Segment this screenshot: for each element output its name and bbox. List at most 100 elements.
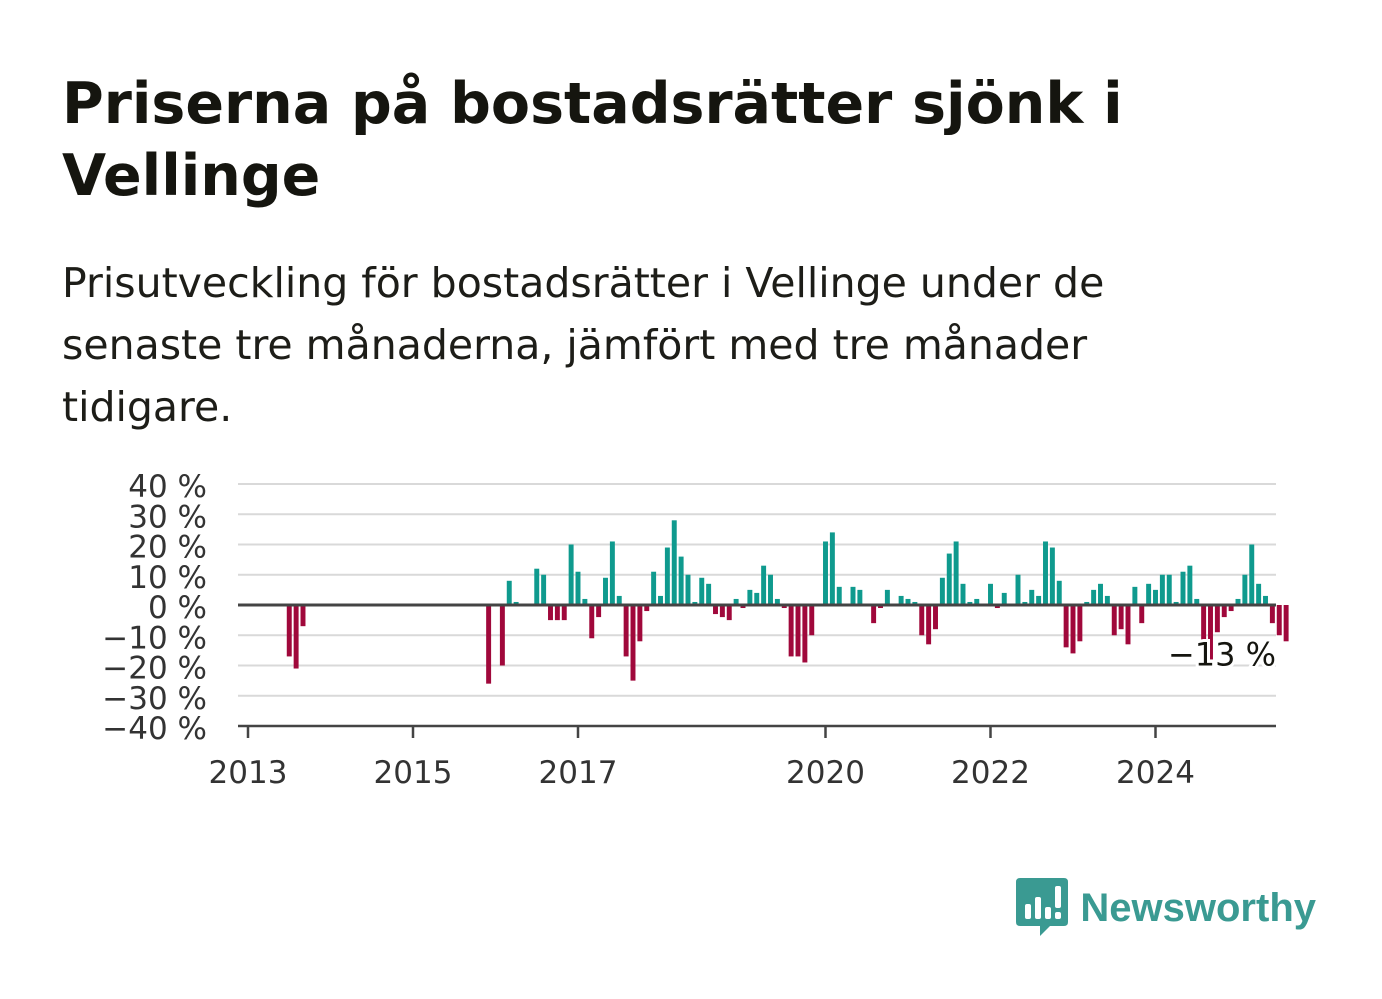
bar bbox=[534, 568, 540, 605]
x-tick-label: 2017 bbox=[539, 755, 618, 791]
bar bbox=[699, 577, 705, 605]
bar bbox=[988, 583, 993, 605]
bar bbox=[1001, 592, 1007, 605]
chart-title: Priserna på bostadsrätter sjönk i Vellin… bbox=[62, 71, 1123, 209]
x-tick-label: 2022 bbox=[951, 755, 1030, 791]
bar bbox=[1166, 574, 1172, 605]
bar bbox=[561, 605, 567, 621]
brand-name: Newsworthy bbox=[1080, 885, 1316, 930]
bar bbox=[541, 574, 547, 605]
bar bbox=[719, 605, 725, 618]
bar bbox=[1104, 595, 1110, 605]
bar bbox=[974, 598, 980, 605]
bar bbox=[506, 580, 512, 605]
y-tick-label: 30 % bbox=[128, 499, 207, 535]
bar bbox=[664, 547, 670, 605]
y-tick-label: −10 % bbox=[102, 620, 207, 656]
bar bbox=[802, 605, 808, 663]
bar bbox=[671, 520, 677, 605]
bar bbox=[809, 605, 815, 636]
bar bbox=[761, 565, 767, 605]
bar bbox=[1015, 574, 1021, 605]
bar bbox=[795, 605, 801, 657]
y-tick-label: −20 % bbox=[102, 651, 207, 687]
bar bbox=[1125, 605, 1131, 645]
bar bbox=[1228, 605, 1234, 612]
y-tick-label: −40 % bbox=[102, 711, 207, 747]
bar bbox=[300, 605, 306, 627]
bar bbox=[919, 605, 925, 636]
bar bbox=[1036, 595, 1042, 605]
bar bbox=[1276, 605, 1282, 636]
bar bbox=[554, 605, 560, 621]
bar bbox=[616, 595, 622, 605]
bar bbox=[609, 541, 615, 605]
newsworthy-logo-icon bbox=[1016, 878, 1069, 936]
bar bbox=[589, 605, 595, 639]
bar bbox=[926, 605, 932, 645]
bar bbox=[1269, 605, 1275, 624]
bar bbox=[1084, 601, 1090, 605]
bar bbox=[623, 605, 629, 657]
bar bbox=[878, 605, 883, 609]
bar bbox=[967, 601, 973, 605]
bar bbox=[1139, 605, 1145, 624]
bar bbox=[658, 595, 663, 605]
bar bbox=[960, 583, 966, 605]
bar bbox=[582, 598, 588, 605]
bar bbox=[1043, 541, 1048, 605]
bar bbox=[953, 541, 959, 605]
bar bbox=[286, 605, 292, 657]
bar bbox=[692, 601, 698, 605]
bar bbox=[568, 544, 574, 605]
bar bbox=[293, 605, 299, 669]
bar bbox=[781, 605, 787, 609]
bar bbox=[1070, 605, 1076, 654]
bar bbox=[1242, 574, 1248, 605]
bar bbox=[898, 595, 904, 605]
bar bbox=[836, 586, 842, 605]
bar bbox=[754, 592, 760, 605]
x-tick-label: 2015 bbox=[374, 755, 453, 791]
bar bbox=[823, 541, 828, 605]
bar bbox=[1118, 605, 1124, 630]
bar bbox=[1235, 598, 1241, 605]
bar bbox=[788, 605, 794, 657]
bar bbox=[1187, 565, 1193, 605]
bar bbox=[1029, 589, 1035, 605]
x-tick-label: 2020 bbox=[786, 755, 865, 791]
bar bbox=[499, 605, 505, 666]
bar bbox=[1208, 605, 1213, 660]
last-value-label: −13 % bbox=[1168, 635, 1276, 673]
bar bbox=[513, 601, 519, 605]
bar bbox=[946, 553, 952, 605]
bar bbox=[548, 605, 553, 621]
bar bbox=[939, 577, 945, 605]
y-tick-label: 20 % bbox=[128, 530, 207, 566]
bar bbox=[1283, 605, 1289, 642]
x-tick-label: 2013 bbox=[209, 755, 288, 791]
bar bbox=[768, 574, 773, 605]
bar bbox=[1214, 605, 1220, 633]
bar bbox=[1153, 589, 1158, 605]
bar bbox=[644, 605, 650, 612]
bar bbox=[1077, 605, 1083, 642]
bar bbox=[1132, 586, 1138, 605]
bar bbox=[637, 605, 643, 642]
bar bbox=[1173, 601, 1179, 605]
bar bbox=[912, 601, 918, 605]
bar bbox=[1221, 605, 1227, 618]
bar bbox=[486, 605, 492, 684]
bar bbox=[1180, 571, 1186, 605]
bar bbox=[726, 605, 732, 621]
bar bbox=[747, 589, 753, 605]
bar bbox=[575, 571, 581, 605]
bar bbox=[1249, 544, 1255, 605]
bar bbox=[1049, 547, 1055, 605]
bar bbox=[905, 598, 911, 605]
bar bbox=[651, 571, 657, 605]
y-tick-label: −30 % bbox=[102, 681, 207, 717]
bar bbox=[685, 574, 691, 605]
bar bbox=[1256, 583, 1262, 605]
